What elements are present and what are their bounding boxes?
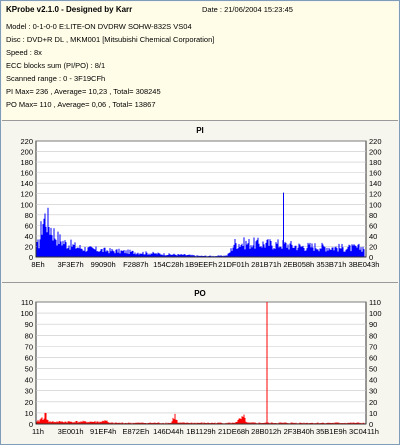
x-tick-label: 281B71h [251,260,281,269]
y-tick-label-left: 100 [20,309,33,318]
y-tick-label-right: 160 [369,169,382,178]
info-panel: KProbe v2.1.0 - Designed by Karr Date : … [2,2,398,120]
y-tick-label-right: 90 [369,320,377,329]
y-tick-label-left: 20 [25,398,33,407]
y-tick-label-left: 10 [25,409,33,418]
x-tick-label: 91EF4h [90,427,116,436]
x-tick-label: 2EB058h [283,260,314,269]
y-tick-label-right: 120 [369,190,382,199]
x-tick-label: 21DF01h [218,260,249,269]
pi-chart-title: PI [196,126,204,135]
x-tick-label: 8Eh [31,260,44,269]
y-tick-label-left: 0 [29,253,33,262]
series-bars [36,412,365,424]
y-tick-label-right: 50 [369,365,377,374]
ecc-info: ECC blocks sum (PI/PO) : 8/1 [6,61,106,70]
y-tick-label-left: 50 [25,365,33,374]
x-tick-label: 11h [32,427,44,436]
y-tick-label-right: 0 [369,253,373,262]
y-tick-label-left: 40 [25,232,33,241]
y-tick-label-right: 10 [369,409,377,418]
y-tick-label-left: 70 [25,342,33,351]
x-tick-label: E872Eh [122,427,149,436]
y-tick-label-left: 20 [25,242,33,251]
x-tick-label: 3BE043h [349,260,380,269]
x-tick-label: 28B012h [251,427,281,436]
y-tick-label-right: 40 [369,376,377,385]
y-tick-label-right: 80 [369,331,377,340]
x-tick-label: 3F3E7h [57,260,83,269]
disc-info: Disc : DVD+R DL , MKM001 [Mitsubishi Che… [6,35,215,44]
y-tick-label-left: 220 [20,137,33,146]
y-tick-label-right: 80 [369,211,377,220]
y-tick-label-left: 140 [20,179,33,188]
y-tick-label-right: 30 [369,387,377,396]
y-tick-label-right: 100 [369,200,382,209]
y-tick-label-right: 40 [369,232,377,241]
y-tick-label-right: 0 [369,420,373,429]
x-tick-label: F2887h [123,260,148,269]
series-bars [36,207,365,257]
y-tick-label-left: 30 [25,387,33,396]
x-tick-label: 2F3B40h [284,427,314,436]
plot-area [35,140,367,258]
x-tick-label: 99090h [91,260,116,269]
x-tick-label: 353B71h [316,260,346,269]
po-chart-panel: PO 0 0 10 10 20 20 30 30 40 40 50 50 60 60 70 70 80 80 90 9… [2,282,398,444]
y-tick-label-right: 200 [369,148,382,157]
range-info: Scanned range : 0 - 3F19CFh [6,74,106,83]
y-tick-label-left: 0 [29,420,33,429]
x-tick-label: 1B1129h [186,427,215,436]
y-tick-label-right: 20 [369,398,377,407]
x-tick-label: 1B9EEFh [185,260,217,269]
app-title: KProbe v2.1.0 - Designed by Karr [6,5,133,14]
y-tick-label-left: 80 [25,331,33,340]
y-tick-label-right: 60 [369,353,377,362]
y-tick-label-right: 20 [369,242,377,251]
pi-stats: PI Max= 236 , Average= 10,23 , Total= 30… [6,87,161,96]
y-tick-label-left: 200 [20,148,33,157]
x-tick-label: 35B1E9h [316,427,347,436]
x-tick-label: 146D44h [153,427,183,436]
po-chart: 0 0 10 10 20 20 30 30 40 40 50 50 60 60 70 70 80 80 90 90 10… [20,298,382,436]
scan-date: Date : 21/06/2004 15:23:45 [202,5,293,14]
y-tick-label-left: 120 [20,190,33,199]
x-tick-label: 3E001h [58,427,84,436]
y-tick-label-right: 140 [369,179,382,188]
y-tick-label-right: 100 [369,309,382,318]
x-tick-label: 3C0411h [349,427,379,436]
po-chart-title: PO [194,289,206,298]
speed-info: Speed : 8x [6,48,42,57]
x-tick-label: 154C28h [153,260,183,269]
y-tick-label-left: 100 [20,200,33,209]
y-tick-label-right: 180 [369,158,382,167]
po-stats: PO Max= 110 , Average= 0,06 , Total= 138… [6,100,156,109]
drive-model: Model : 0-1-0-0 E:LITE-ON DVDRW SOHW-832… [6,22,192,31]
y-tick-label-left: 110 [21,298,33,307]
y-tick-label-right: 110 [369,298,381,307]
plot-area [35,301,367,425]
y-tick-label-right: 60 [369,221,377,230]
y-tick-label-left: 160 [20,169,33,178]
x-tick-label: 21DE68h [218,427,249,436]
y-tick-label-right: 70 [369,342,377,351]
y-tick-label-left: 90 [25,320,33,329]
y-tick-label-left: 60 [25,353,33,362]
y-tick-label-right: 220 [369,137,382,146]
y-tick-label-left: 40 [25,376,33,385]
y-tick-label-left: 60 [25,221,33,230]
y-tick-label-left: 80 [25,211,33,220]
pi-chart-panel: PI 0 0 20 20 40 40 60 60 80 80 100 100 120 120 140 140 1… [2,120,398,279]
y-tick-label-left: 180 [20,158,33,167]
